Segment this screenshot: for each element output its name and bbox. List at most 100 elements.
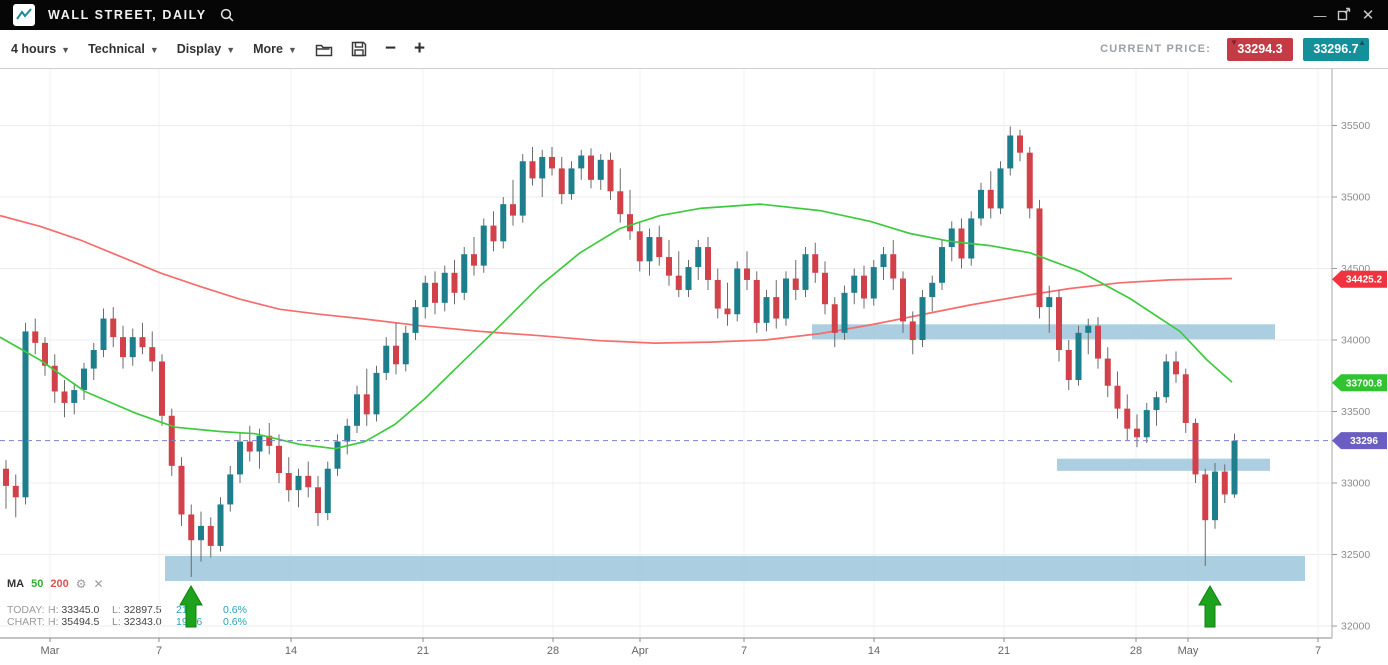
open-folder-icon[interactable]: [313, 40, 335, 59]
price-tags: 34425.2 33700.8 33296: [1332, 270, 1387, 450]
candle-body: [529, 161, 536, 179]
candle-body: [909, 321, 916, 340]
popout-button[interactable]: [1332, 7, 1356, 24]
candle-body: [666, 257, 672, 276]
candle-body: [997, 168, 1004, 209]
display-menu[interactable]: Display ▼: [175, 38, 237, 60]
search-icon[interactable]: [219, 7, 235, 23]
candle-body: [237, 441, 243, 475]
today-stats-row: TODAY: H: 33345.0 L: 32897.5 21 0.6%: [7, 604, 247, 616]
candle-body: [451, 272, 458, 293]
app-logo-icon: [13, 4, 35, 26]
up-arrow-icon: [179, 585, 203, 628]
candle-body: [617, 191, 624, 215]
candle-body: [354, 394, 360, 426]
candle-body: [597, 159, 604, 180]
candle-body: [383, 345, 390, 373]
zone-rect: [165, 555, 1305, 581]
candle-body: [207, 525, 214, 546]
price-tag-value: 34425.2: [1346, 275, 1383, 286]
candle-body: [363, 394, 370, 415]
zone-rect: [1057, 458, 1270, 471]
y-axis-label: 34000: [1341, 335, 1370, 347]
current-price-label: CURRENT PRICE:: [1100, 43, 1211, 55]
x-axis-label: Mar: [41, 645, 60, 657]
zone-rect: [812, 324, 1275, 340]
candle-body: [1085, 325, 1092, 333]
candle-body: [42, 342, 48, 366]
buy-price-value: 33296.7: [1313, 42, 1359, 56]
today-high: 33345.0: [61, 604, 100, 616]
up-arrow-icon: [1198, 585, 1222, 628]
y-axis-label: 35500: [1341, 120, 1370, 132]
price-tag: [1332, 432, 1387, 450]
sell-price-button[interactable]: ▼ 33294.3: [1227, 37, 1293, 61]
supply-demand-zones[interactable]: [165, 324, 1305, 581]
candle-body: [656, 237, 663, 258]
candle-body: [1124, 408, 1131, 429]
candle-body: [373, 372, 380, 415]
x-axis-label: 21: [417, 645, 429, 657]
close-icon[interactable]: ✕: [1361, 7, 1375, 24]
candle-body: [1065, 350, 1072, 381]
ma-slow-period: 200: [50, 578, 69, 590]
chart-toolbar: 4 hours ▼ Technical ▼ Display ▼ More ▼ −…: [0, 30, 1388, 69]
candle-body: [1192, 422, 1199, 475]
candle-body: [51, 365, 58, 392]
candle-body: [773, 297, 780, 319]
buy-price-button[interactable]: ▲ 33296.7: [1303, 37, 1369, 61]
close-indicator-icon[interactable]: ✕: [93, 577, 104, 591]
today-label: TODAY:: [7, 604, 45, 616]
candle-body: [266, 435, 273, 446]
candle-body: [558, 168, 565, 195]
candle-body: [1104, 358, 1111, 386]
candle-body: [539, 156, 546, 179]
candle-body: [510, 204, 516, 216]
timeframe-menu[interactable]: 4 hours ▼: [9, 38, 72, 60]
candle-body: [919, 297, 926, 340]
candle-body: [276, 445, 282, 473]
chart-high: 35494.5: [61, 616, 100, 628]
candle-body: [1153, 397, 1160, 411]
candle-body: [744, 268, 750, 280]
signal-arrows: [179, 585, 1222, 628]
save-icon[interactable]: [349, 39, 369, 59]
candle-body: [987, 189, 994, 209]
chart-percent: 0.6%: [223, 616, 247, 628]
x-axis-label: 28: [547, 645, 559, 657]
zoom-out-button[interactable]: −: [384, 38, 397, 59]
today-change: 21: [176, 604, 188, 616]
gear-icon[interactable]: ⚙: [75, 577, 87, 591]
candle-body: [71, 390, 78, 403]
candle-body: [402, 332, 409, 365]
candle-body: [724, 308, 731, 315]
vertical-gridlines: [49, 68, 1319, 638]
ma-50-path: [0, 203, 1233, 450]
titlebar: WALL STREET, DAILY — ✕: [0, 0, 1388, 30]
candle-body: [461, 254, 468, 293]
indicator-name: MA: [7, 578, 25, 590]
candle-body: [1075, 332, 1082, 381]
candle-body: [646, 237, 653, 262]
candle-body: [880, 254, 887, 268]
ma-fast-period: 50: [31, 578, 44, 590]
candle-body: [12, 485, 19, 498]
candle-body: [500, 204, 507, 242]
y-axis-label: 32500: [1341, 549, 1370, 561]
minimize-button[interactable]: —: [1313, 7, 1327, 23]
technical-menu[interactable]: Technical ▼: [86, 38, 161, 60]
candle-body: [1007, 135, 1014, 169]
candle-body: [422, 282, 429, 308]
candle-body: [851, 275, 858, 293]
candle-body: [285, 472, 292, 491]
candle-body: [636, 231, 643, 262]
ma-indicator-legend: MA 50 200 ⚙ ✕: [7, 577, 104, 591]
more-menu[interactable]: More ▼: [251, 38, 299, 60]
candlestick-series: [3, 126, 1238, 577]
candle-body: [32, 331, 39, 343]
candle-body: [198, 525, 204, 541]
zoom-in-button[interactable]: +: [414, 38, 426, 59]
sell-price-value: 33294.3: [1237, 42, 1283, 56]
chevron-down-icon: ▼: [226, 45, 236, 55]
